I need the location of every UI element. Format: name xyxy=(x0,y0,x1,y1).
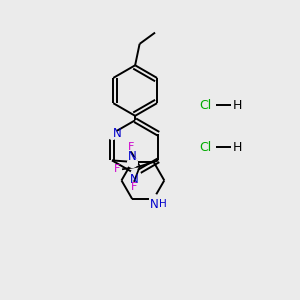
Text: N: N xyxy=(130,172,139,186)
Text: H: H xyxy=(233,140,242,154)
Text: H: H xyxy=(233,99,242,112)
Text: N: N xyxy=(113,127,122,140)
Text: H: H xyxy=(159,199,167,209)
Text: F: F xyxy=(131,182,137,192)
Text: Cl: Cl xyxy=(199,99,211,112)
Text: Cl: Cl xyxy=(199,140,211,154)
Text: N: N xyxy=(150,198,159,211)
Text: F: F xyxy=(113,164,120,174)
Text: F: F xyxy=(128,142,134,152)
Text: N: N xyxy=(128,150,136,163)
